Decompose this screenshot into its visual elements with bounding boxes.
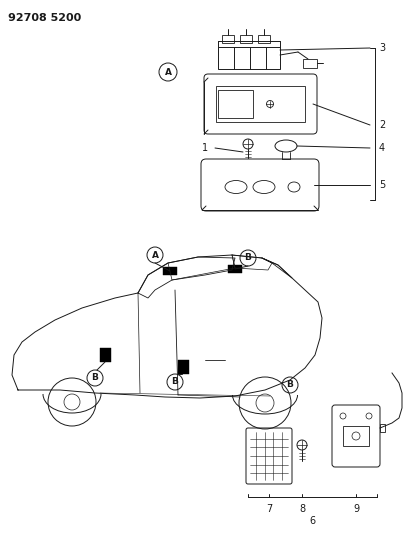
Text: 3: 3	[378, 43, 384, 53]
Text: 8: 8	[298, 504, 304, 514]
Bar	[239, 35, 252, 43]
Bar	[227, 265, 241, 273]
Bar	[216, 86, 304, 122]
Text: 9: 9	[352, 504, 358, 514]
Bar	[257, 35, 270, 43]
Bar	[218, 47, 279, 69]
Text: B: B	[286, 381, 293, 390]
Bar	[379, 424, 384, 432]
Text: B: B	[244, 254, 251, 262]
Bar	[221, 35, 234, 43]
Text: A: A	[164, 68, 171, 77]
Bar	[178, 360, 189, 374]
Text: 2: 2	[378, 120, 384, 130]
Bar	[218, 90, 252, 118]
Text: 5: 5	[378, 180, 384, 190]
Text: B: B	[171, 377, 178, 386]
Bar	[302, 59, 316, 68]
Text: 7: 7	[265, 504, 272, 514]
Text: 4: 4	[378, 143, 384, 153]
Bar	[100, 348, 111, 362]
Text: B: B	[91, 374, 98, 383]
Bar	[342, 426, 368, 446]
Text: 6: 6	[309, 516, 315, 526]
Text: 92708 5200: 92708 5200	[8, 13, 81, 23]
Bar	[163, 267, 177, 275]
Text: A: A	[151, 251, 158, 260]
Text: 1: 1	[201, 143, 207, 153]
